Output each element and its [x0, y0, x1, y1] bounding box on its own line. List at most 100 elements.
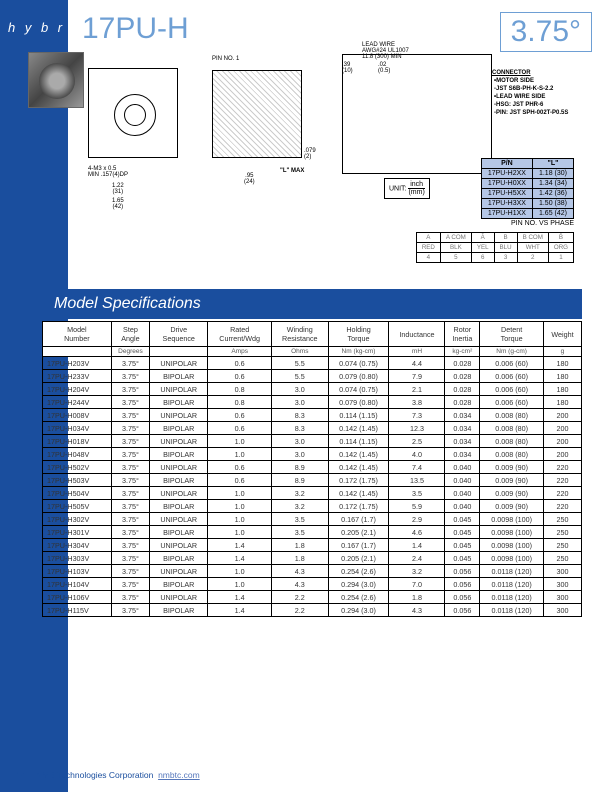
spec-cell: 3.75°: [111, 526, 149, 539]
spec-cell: 8.3: [272, 422, 329, 435]
spec-cell: 0.6: [208, 357, 272, 370]
spec-header: RatedCurrent/Wdg: [208, 322, 272, 347]
ln-cell: 17PU-H1XX: [481, 209, 532, 219]
unit-label: UNIT:: [389, 185, 407, 192]
spec-cell: UNIPOLAR: [150, 357, 208, 370]
table-row: 17PU-H106V3.75°UNIPOLAR1.42.20.254 (2.6)…: [43, 591, 582, 604]
spec-unit: Nm (g-cm): [480, 347, 544, 357]
spec-cell: 1.0: [208, 435, 272, 448]
unit-box: UNIT: inch (mm): [384, 178, 430, 199]
pin-cell: A COM: [440, 233, 471, 243]
spec-cell: 220: [543, 487, 581, 500]
spec-header: RotorInertia: [445, 322, 480, 347]
spec-cell: BIPOLAR: [150, 552, 208, 565]
spec-unit: Ohms: [272, 347, 329, 357]
spec-cell: 3.0: [272, 435, 329, 448]
spec-unit: kg-cm²: [445, 347, 480, 357]
spec-cell: 3.75°: [111, 461, 149, 474]
spec-cell: UNIPOLAR: [150, 409, 208, 422]
spec-cell: 0.074 (0.75): [328, 357, 389, 370]
spec-cell: 2.2: [272, 591, 329, 604]
spec-cell: 0.294 (3.0): [328, 604, 389, 617]
spec-cell: 300: [543, 591, 581, 604]
spec-header: Weight: [543, 322, 581, 347]
spec-cell: UNIPOLAR: [150, 487, 208, 500]
spec-cell: 17PU-H204V: [43, 383, 112, 396]
spec-cell: 0.079 (0.80): [328, 396, 389, 409]
company-url[interactable]: nmbtc.com: [158, 770, 200, 780]
spec-cell: 17PU-H048V: [43, 448, 112, 461]
spec-cell: 3.75°: [111, 565, 149, 578]
spec-cell: 7.3: [389, 409, 445, 422]
spec-cell: 0.0118 (120): [480, 604, 544, 617]
table-row: 17PU-H008V3.75°UNIPOLAR0.68.30.114 (1.15…: [43, 409, 582, 422]
footer: 14 NMB Technologies Corporation nmbtc.co…: [16, 770, 200, 780]
pin-label: -PIN: JST SPH-002T-P0.5S: [494, 110, 568, 116]
spec-cell: 220: [543, 461, 581, 474]
spec-cell: 2.9: [389, 513, 445, 526]
spec-cell: UNIPOLAR: [150, 539, 208, 552]
spec-cell: 0.006 (60): [480, 383, 544, 396]
spec-cell: 12.3: [389, 422, 445, 435]
spec-cell: UNIPOLAR: [150, 591, 208, 604]
spec-cell: UNIPOLAR: [150, 513, 208, 526]
spec-cell: 0.142 (1.45): [328, 422, 389, 435]
spec-cell: UNIPOLAR: [150, 383, 208, 396]
spec-cell: UNIPOLAR: [150, 461, 208, 474]
spec-cell: 3.75°: [111, 500, 149, 513]
spec-cell: 4.3: [272, 578, 329, 591]
spec-cell: 17PU-H104V: [43, 578, 112, 591]
spec-cell: 5.9: [389, 500, 445, 513]
spec-cell: 13.5: [389, 474, 445, 487]
spec-cell: 1.0: [208, 448, 272, 461]
hsg-label: -HSG: JST PHR-6: [494, 102, 543, 108]
spec-cell: 3.5: [272, 526, 329, 539]
ln-cell: 17PU-H5XX: [481, 189, 532, 199]
spec-unit: Nm (kg-cm): [328, 347, 389, 357]
pin-cell: Ā: [471, 233, 494, 243]
spec-title: Model Specifications: [42, 289, 582, 319]
spec-cell: 0.6: [208, 474, 272, 487]
spec-cell: 1.0: [208, 565, 272, 578]
table-row: 17PU-H048V3.75°BIPOLAR1.03.00.142 (1.45)…: [43, 448, 582, 461]
spec-cell: 0.008 (80): [480, 435, 544, 448]
spec-cell: 0.040: [445, 487, 480, 500]
ln-cell: 1.18 (30): [532, 169, 573, 179]
spec-cell: 0.009 (90): [480, 487, 544, 500]
spec-cell: 0.045: [445, 552, 480, 565]
spec-cell: 1.0: [208, 578, 272, 591]
ln-h0: P/N: [481, 159, 532, 169]
spec-cell: 0.028: [445, 383, 480, 396]
spec-cell: 2.2: [272, 604, 329, 617]
pin-cell: BLU: [494, 243, 517, 253]
spec-cell: 0.056: [445, 591, 480, 604]
spec-cell: BIPOLAR: [150, 604, 208, 617]
unit-inch: inch: [408, 181, 424, 189]
spec-cell: 0.294 (3.0): [328, 578, 389, 591]
pin-cell: ORG: [548, 243, 573, 253]
spec-header: WindingResistance: [272, 322, 329, 347]
pin-cell: 6: [471, 253, 494, 263]
spec-cell: 3.2: [389, 565, 445, 578]
spec-cell: 17PU-H103V: [43, 565, 112, 578]
spec-cell: BIPOLAR: [150, 474, 208, 487]
spec-cell: 250: [543, 552, 581, 565]
spec-cell: 17PU-H115V: [43, 604, 112, 617]
pin-cell: 3: [494, 253, 517, 263]
spec-cell: 0.0118 (120): [480, 591, 544, 604]
spec-cell: 3.75°: [111, 357, 149, 370]
pin-cell: 4: [416, 253, 440, 263]
spec-cell: 0.6: [208, 461, 272, 474]
spec-cell: 17PU-H233V: [43, 370, 112, 383]
unit-mm: (mm): [408, 189, 424, 196]
spec-cell: 4.3: [272, 565, 329, 578]
spec-cell: 0.045: [445, 513, 480, 526]
spec-cell: 8.9: [272, 461, 329, 474]
spec-cell: 3.75°: [111, 578, 149, 591]
spec-cell: 0.114 (1.15): [328, 409, 389, 422]
spec-unit: mH: [389, 347, 445, 357]
spec-cell: 17PU-H502V: [43, 461, 112, 474]
spec-cell: 3.75°: [111, 604, 149, 617]
spec-cell: BIPOLAR: [150, 396, 208, 409]
diagram-side: [212, 70, 302, 158]
